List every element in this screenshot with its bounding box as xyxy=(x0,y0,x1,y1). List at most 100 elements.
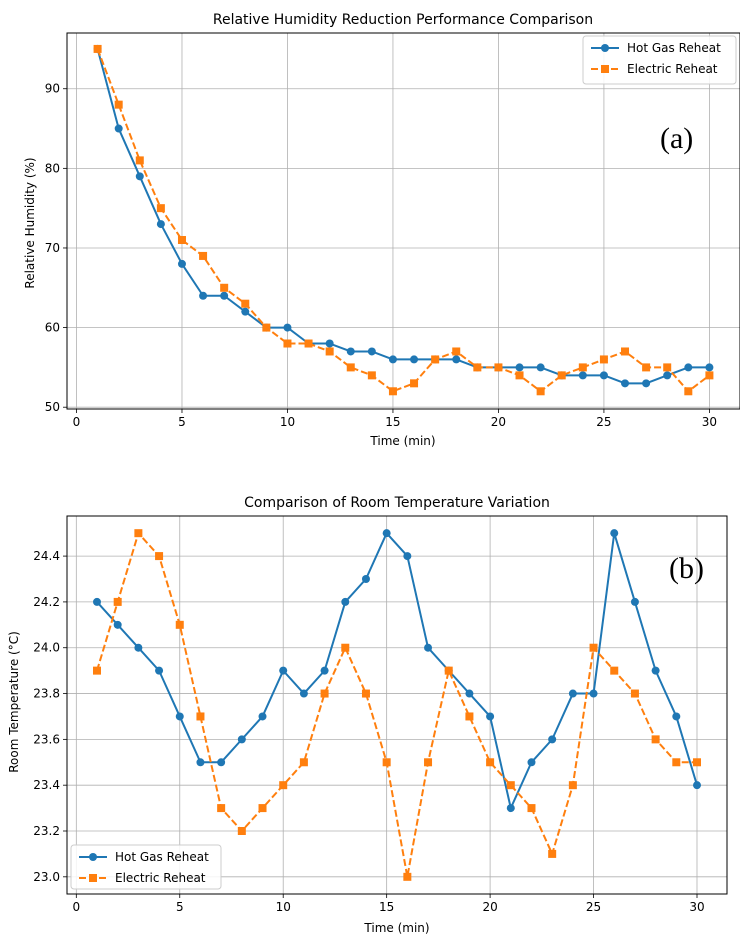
data-point-hot-gas-reheat xyxy=(610,529,619,538)
grid xyxy=(67,33,740,409)
data-point-hot-gas-reheat xyxy=(663,371,672,380)
data-point-hot-gas-reheat xyxy=(642,379,651,388)
data-point-electric-reheat xyxy=(452,347,461,356)
data-point-electric-reheat xyxy=(113,597,122,606)
data-point-hot-gas-reheat xyxy=(325,339,334,348)
data-point-hot-gas-reheat xyxy=(684,363,693,372)
y-tick-label: 70 xyxy=(45,241,60,255)
data-point-hot-gas-reheat xyxy=(515,363,524,372)
x-axis-label: Time (min) xyxy=(369,434,435,448)
data-point-hot-gas-reheat xyxy=(465,689,474,698)
data-point-electric-reheat xyxy=(258,804,267,813)
data-point-hot-gas-reheat xyxy=(299,689,308,698)
chart-humidity: Relative Humidity Reduction Performance … xyxy=(23,12,740,448)
data-point-electric-reheat xyxy=(361,689,370,698)
data-point-hot-gas-reheat xyxy=(220,291,229,300)
data-point-electric-reheat xyxy=(325,347,334,356)
data-point-electric-reheat xyxy=(424,758,433,767)
legend-marker xyxy=(89,874,97,882)
data-point-electric-reheat xyxy=(403,872,412,881)
data-point-hot-gas-reheat xyxy=(135,172,144,181)
data-point-electric-reheat xyxy=(220,283,229,292)
data-point-electric-reheat xyxy=(114,100,123,109)
data-point-electric-reheat xyxy=(663,363,672,372)
data-point-electric-reheat xyxy=(367,371,376,380)
y-tick-label: 90 xyxy=(45,82,60,96)
data-point-hot-gas-reheat xyxy=(527,758,536,767)
data-point-electric-reheat xyxy=(486,758,495,767)
data-point-electric-reheat xyxy=(156,204,165,213)
data-point-hot-gas-reheat xyxy=(361,575,370,583)
data-point-hot-gas-reheat xyxy=(486,712,495,721)
x-tick-label: 5 xyxy=(176,900,184,914)
data-point-electric-reheat xyxy=(527,804,536,813)
series-line-hot-gas-reheat xyxy=(96,48,710,385)
legend-label: Hot Gas Reheat xyxy=(115,850,209,864)
data-point-electric-reheat xyxy=(299,758,308,767)
x-tick-label: 20 xyxy=(482,900,497,914)
data-point-electric-reheat xyxy=(568,781,577,790)
series-line-electric-reheat xyxy=(96,48,711,393)
data-point-electric-reheat xyxy=(444,666,453,675)
data-point-electric-reheat xyxy=(651,735,660,744)
data-point-hot-gas-reheat xyxy=(283,323,292,332)
data-point-hot-gas-reheat xyxy=(237,735,246,744)
data-point-electric-reheat xyxy=(557,371,566,380)
data-point-hot-gas-reheat xyxy=(114,124,123,133)
data-point-hot-gas-reheat xyxy=(651,666,660,675)
data-point-electric-reheat xyxy=(515,371,524,380)
x-tick-label: 30 xyxy=(702,415,717,429)
data-point-hot-gas-reheat xyxy=(536,363,545,372)
data-point-hot-gas-reheat xyxy=(693,781,701,790)
chart-title: Relative Humidity Reduction Performance … xyxy=(213,12,593,28)
data-point-electric-reheat xyxy=(684,387,693,396)
data-point-electric-reheat xyxy=(93,44,102,53)
data-point-electric-reheat xyxy=(548,849,557,858)
data-point-electric-reheat xyxy=(341,643,350,652)
x-tick-label: 20 xyxy=(491,415,506,429)
data-point-electric-reheat xyxy=(134,529,143,538)
legend-marker xyxy=(89,853,97,861)
data-point-electric-reheat xyxy=(135,156,144,165)
x-tick-label: 0 xyxy=(72,900,80,914)
data-point-electric-reheat xyxy=(262,323,271,332)
y-tick-label: 24.2 xyxy=(33,595,60,609)
data-point-hot-gas-reheat xyxy=(367,347,376,356)
y-tick-label: 23.8 xyxy=(33,687,60,701)
data-point-electric-reheat xyxy=(155,552,164,561)
data-point-hot-gas-reheat xyxy=(320,666,329,675)
data-point-hot-gas-reheat xyxy=(506,804,515,813)
data-point-hot-gas-reheat xyxy=(705,363,714,372)
data-point-hot-gas-reheat xyxy=(258,712,267,721)
data-point-electric-reheat xyxy=(506,781,515,790)
legend-label: Electric Reheat xyxy=(627,62,718,76)
data-point-electric-reheat xyxy=(237,827,246,835)
data-point-electric-reheat xyxy=(536,387,545,396)
data-point-electric-reheat xyxy=(610,666,619,675)
y-tick-label: 23.2 xyxy=(33,824,60,838)
data-point-hot-gas-reheat xyxy=(578,371,587,380)
x-tick-label: 25 xyxy=(596,415,611,429)
data-point-electric-reheat xyxy=(388,387,397,396)
legend-box xyxy=(70,844,222,890)
legend-box xyxy=(582,35,737,85)
data-point-electric-reheat xyxy=(320,689,329,698)
x-tick-label: 5 xyxy=(178,415,186,429)
data-point-electric-reheat xyxy=(199,251,208,260)
data-point-hot-gas-reheat xyxy=(452,355,461,364)
y-tick-label: 24.4 xyxy=(33,549,60,563)
data-point-electric-reheat xyxy=(304,339,313,348)
data-point-electric-reheat xyxy=(621,347,630,356)
panel-label: (a) xyxy=(660,122,693,155)
y-tick-label: 23.6 xyxy=(33,732,60,746)
data-point-hot-gas-reheat xyxy=(568,689,577,698)
data-point-electric-reheat xyxy=(672,758,681,767)
data-point-electric-reheat xyxy=(410,379,419,388)
plot-frame xyxy=(66,515,728,895)
data-point-electric-reheat xyxy=(578,363,587,372)
x-tick-label: 0 xyxy=(73,415,81,429)
data-point-hot-gas-reheat xyxy=(199,291,208,300)
data-point-hot-gas-reheat xyxy=(175,712,184,721)
data-point-electric-reheat xyxy=(177,236,186,245)
